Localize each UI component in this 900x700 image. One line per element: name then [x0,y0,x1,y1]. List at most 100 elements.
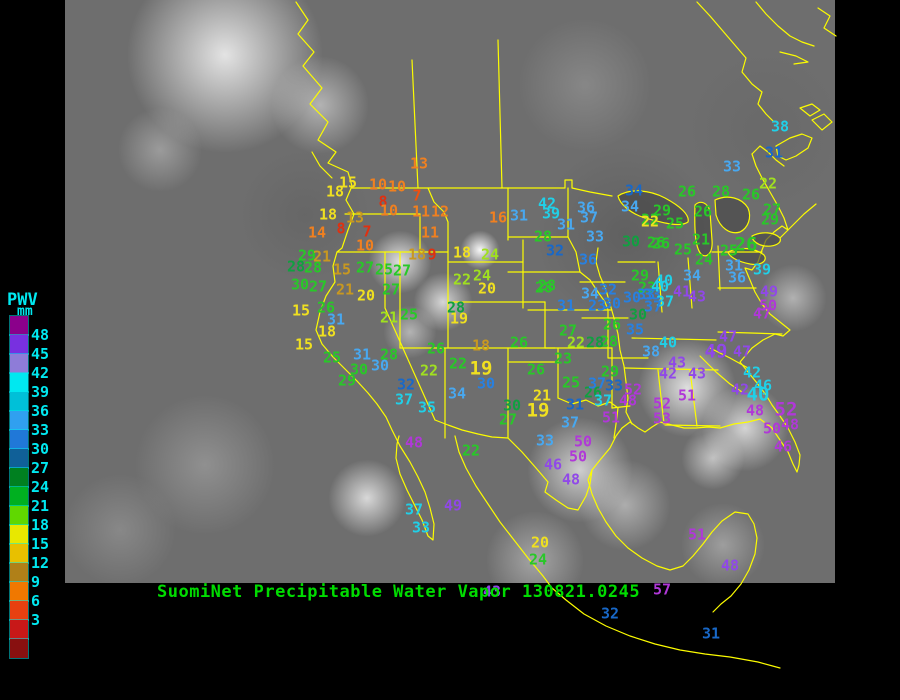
border-va-nc [717,331,783,335]
station-pwv-value: 34 [624,181,644,200]
station-pwv-value: 37 [593,391,613,410]
station-pwv-value: 22 [419,361,439,380]
station-pwv-value: 40 [746,383,770,406]
legend-value: 33 [31,421,50,439]
coastline-mexico-west [454,435,781,669]
station-pwv-value: 23 [587,296,607,315]
legend-color-box [9,410,29,431]
station-pwv-value: 26 [646,233,666,252]
station-pwv-value: 27 [498,410,518,429]
station-pwv-value: 10 [379,201,399,220]
station-pwv-value: 26 [583,383,603,402]
station-pwv-value: 40 [650,277,670,296]
station-pwv-value: 13 [409,154,429,173]
station-pwv-value: 41 [672,282,692,301]
legend-color-box [9,448,29,469]
lake-superior [617,190,689,226]
station-pwv-value: 31 [509,206,529,225]
station-pwv-value: 37 [655,292,675,311]
station-pwv-value: 35 [417,398,437,417]
border-in-oh [687,257,693,309]
station-pwv-value: 37 [394,390,414,409]
station-pwv-value: 18 [471,336,491,355]
legend-value: 18 [31,516,50,534]
station-pwv-value: 23 [637,278,657,297]
station-pwv-value: 7 [362,222,372,241]
station-pwv-value: 48 [780,415,800,434]
station-pwv-value: 26 [651,234,671,253]
coastline-anticosti [779,51,809,65]
border-ga-fl [664,424,721,427]
station-pwv-value: 30 [476,374,496,393]
border-ab-sk [411,59,419,189]
border-ms-al [657,369,665,425]
station-pwv-value: 27 [762,200,782,219]
station-pwv-value: 12 [430,202,450,221]
legend-value: 3 [31,611,41,629]
station-pwv-value: 27 [381,280,401,299]
station-pwv-value: 40 [654,271,674,290]
station-pwv-value: 18 [325,182,345,201]
station-pwv-value: 30 [349,360,369,379]
border-rio-grande [507,437,593,511]
station-pwv-value: 37 [579,208,599,227]
station-pwv-value: 25 [374,260,394,279]
coastline-pacific [295,1,435,541]
border-us-mexico-west [434,419,509,439]
border-id-mt-wy [427,187,449,349]
station-pwv-value: 47 [718,327,738,346]
station-pwv-value: 33 [411,518,431,537]
station-pwv-value: 16 [488,208,508,227]
legend-color-box [9,429,29,450]
station-pwv-value: 31 [701,624,721,643]
station-pwv-value: 32 [600,604,620,623]
station-pwv-value: 37 [560,413,580,432]
station-pwv-value: 40 [658,333,678,352]
legend-color-box [9,315,29,336]
station-pwv-value: 29 [630,266,650,285]
station-pwv-value: 31 [556,296,576,315]
lake-ontario [751,232,781,247]
station-pwv-value: 52 [774,398,798,421]
station-pwv-value: 34 [682,266,702,285]
station-pwv-value: 34 [580,284,600,303]
station-pwv-value: 38 [641,342,661,361]
station-pwv-value: 24 [694,250,714,269]
legend-color-box [9,543,29,564]
station-pwv-value: 50 [573,432,593,451]
station-pwv-value: 26 [426,339,446,358]
station-pwv-value: 26 [316,298,336,317]
station-pwv-value: 32 [396,375,416,394]
station-pwv-value: 22 [461,441,481,460]
station-pwv-value: 31 [724,256,744,275]
coastline-newfoundland [817,7,837,37]
station-pwv-value: 26 [734,233,758,256]
border-sc-ga [699,355,743,393]
station-pwv-value: 43 [687,287,707,306]
coastline-cape-breton [811,113,833,131]
coastline-fundy [751,145,785,167]
station-pwv-value: 38 [770,117,790,136]
legend-color-box [9,372,29,393]
station-pwv-value: 28 [533,227,553,246]
station-pwv-value: 47 [732,342,752,361]
legend-color-box [9,505,29,526]
station-pwv-value: 15 [332,260,352,279]
legend-value: 15 [31,535,50,553]
station-pwv-value: 18 [318,205,338,224]
station-pwv-value: 33 [722,157,742,176]
station-pwv-value: 36 [727,268,747,287]
station-pwv-value: 8 [336,219,346,238]
station-pwv-value: 21 [312,247,332,266]
station-pwv-value: 28 [585,333,605,352]
station-pwv-value: 15 [338,173,358,192]
station-pwv-value: 25 [719,241,739,260]
station-pwv-value: 30 [622,288,642,307]
station-pwv-value: 22 [758,174,778,193]
station-pwv-value: 33 [636,285,656,304]
station-pwv-value: 46 [543,455,563,474]
station-pwv-value: 25 [561,373,581,392]
station-pwv-value: 30 [502,396,522,415]
legend-color-box [9,486,29,507]
